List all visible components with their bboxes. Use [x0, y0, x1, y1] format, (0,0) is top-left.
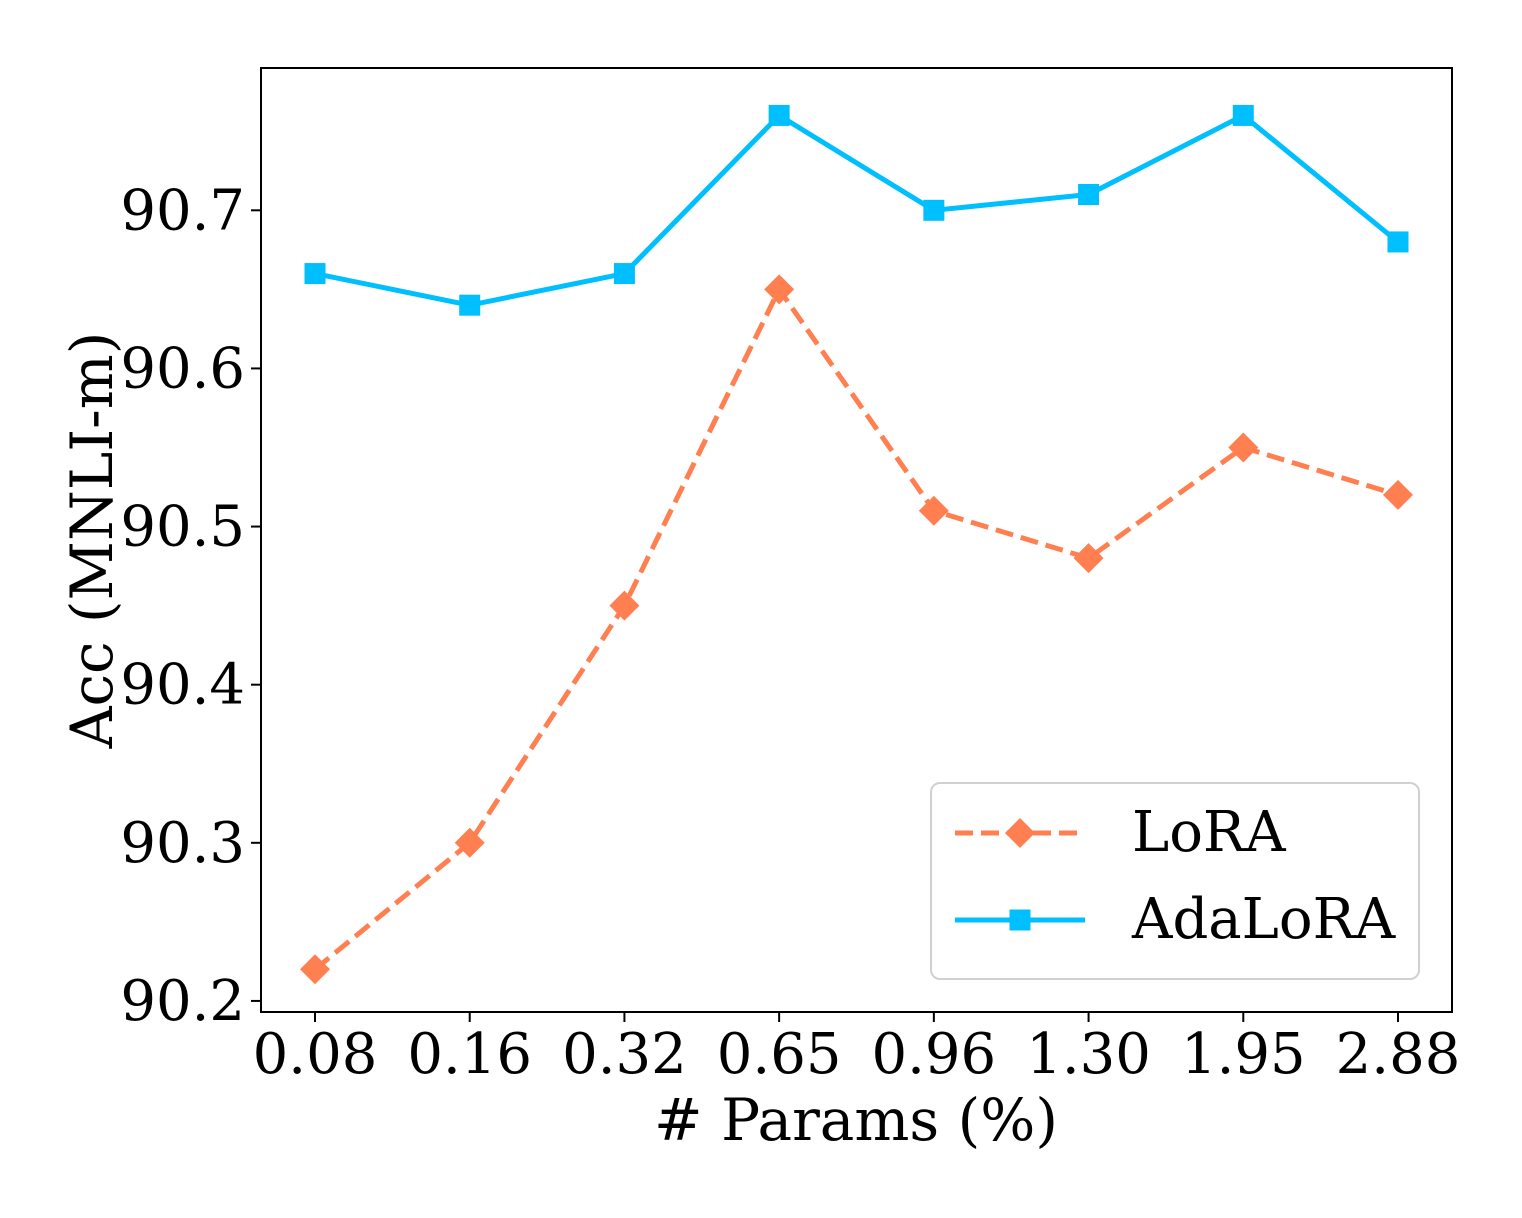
x-tick-label: 0.65: [717, 1022, 842, 1087]
data-point-lora: [1228, 432, 1259, 463]
data-point-lora: [1073, 543, 1104, 574]
data-point-adalora: [304, 263, 326, 285]
y-tick-label: 90.4: [120, 653, 245, 718]
y-tick-label: 90.3: [120, 811, 245, 876]
x-tick-label: 0.96: [872, 1022, 997, 1087]
data-point-lora: [764, 274, 795, 305]
data-point-lora: [609, 590, 640, 621]
data-point-adalora: [1078, 183, 1100, 205]
x-tick-label: 0.16: [407, 1022, 532, 1087]
y-axis-label: Acc (MNLI-m): [58, 332, 126, 750]
legend-frame: [930, 782, 1420, 980]
y-tick-label: 90.5: [120, 495, 245, 560]
data-point-lora: [454, 827, 485, 858]
data-point-adalora: [1387, 231, 1409, 253]
x-axis-label: # Params (%): [654, 1086, 1058, 1154]
x-tick-label: 2.88: [1336, 1022, 1461, 1087]
y-tick-label: 90.6: [120, 336, 245, 401]
data-point-lora: [1383, 479, 1413, 510]
legend-marker-lora: [1005, 818, 1035, 848]
data-point-adalora: [1232, 104, 1254, 126]
y-axis: 90.2 90.3 90.4 90.5 90.6 90.7: [120, 178, 261, 1034]
y-tick-label: 90.2: [120, 969, 245, 1034]
series-line-adalora: [314, 112, 1400, 308]
legend: LoRA AdaLoRA: [930, 782, 1420, 980]
legend-marker-adalora: [1009, 909, 1031, 931]
x-tick-label: 0.08: [253, 1022, 378, 1087]
legend-point-adalora: [1009, 909, 1031, 931]
y-tick-label: 90.7: [120, 178, 245, 243]
data-point-lora: [918, 495, 949, 526]
x-tick-label: 1.95: [1181, 1022, 1306, 1087]
legend-label-adalora: AdaLoRA: [1131, 887, 1396, 952]
data-point-adalora: [613, 263, 635, 285]
data-point-adalora: [768, 104, 790, 126]
x-axis: 0.08 0.16 0.32 0.65 0.96 1.30 1.95 2.88: [253, 1012, 1461, 1087]
plot-frame: [260, 67, 1453, 1013]
legend-label-lora: LoRA: [1132, 800, 1286, 865]
data-point-adalora: [459, 294, 481, 316]
x-tick-label: 1.30: [1026, 1022, 1151, 1087]
series-line-lora: [313, 286, 1399, 972]
series-layer: [300, 104, 1413, 985]
legend-point-lora: [1005, 818, 1035, 848]
data-point-adalora: [923, 199, 945, 221]
x-tick-label: 0.32: [562, 1022, 687, 1087]
data-point-lora: [300, 954, 330, 985]
